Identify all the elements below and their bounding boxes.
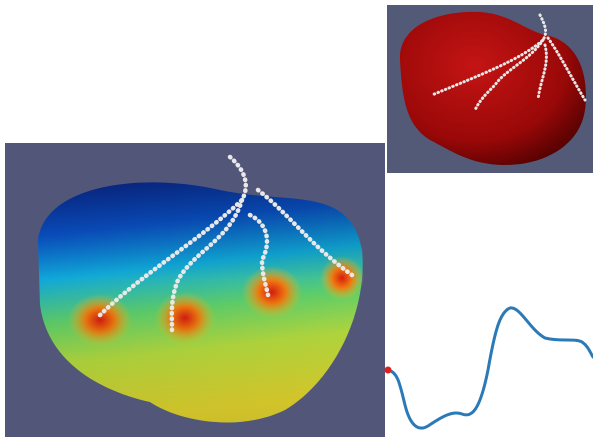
trace-marker — [385, 367, 392, 374]
screenshot — [0, 0, 593, 437]
red-heart-panel — [387, 5, 593, 173]
trace-line — [388, 308, 593, 428]
page — [0, 0, 593, 437]
signal-trace — [385, 308, 593, 428]
activation-map-panel — [5, 143, 385, 437]
